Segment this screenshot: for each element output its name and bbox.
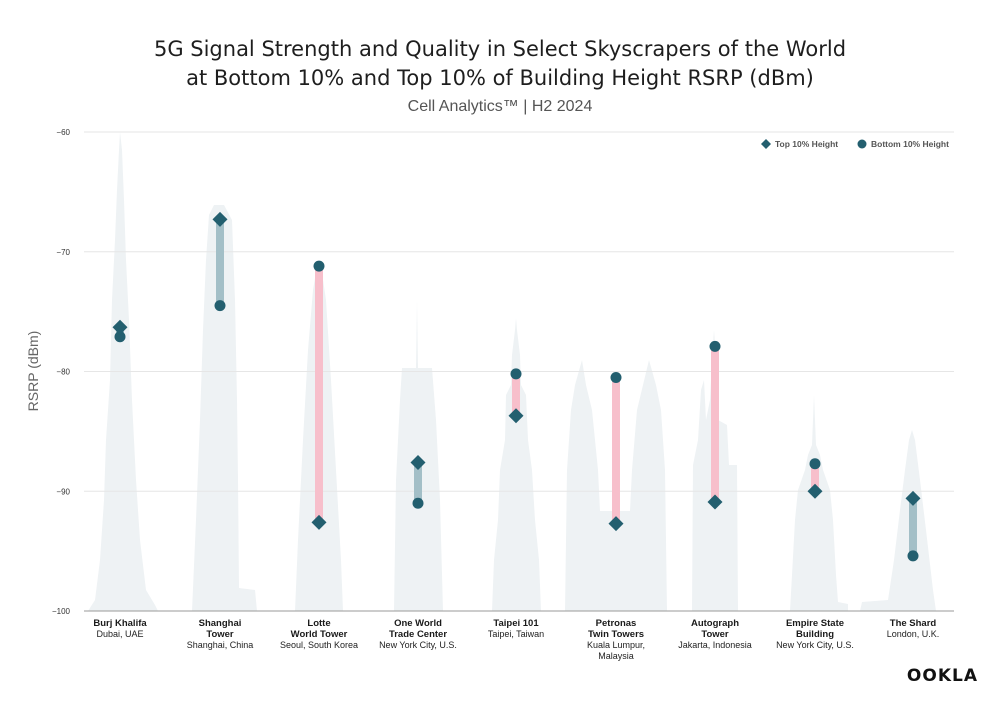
silhouette-empire-state-building	[790, 395, 848, 611]
y-tick-label: −70	[56, 248, 70, 257]
bottom-10-marker	[214, 300, 226, 312]
category-name: Trade Center	[389, 629, 447, 640]
category-name: Shanghai	[199, 618, 242, 629]
top-10-marker	[311, 514, 327, 530]
category-location: Taipei, Taiwan	[488, 629, 544, 639]
category-name: World Tower	[291, 629, 348, 640]
bottom-10-marker	[907, 550, 919, 562]
connector-bar	[909, 498, 917, 556]
silhouette-petronas-twin-towers	[565, 360, 667, 611]
y-axis-ticks: −60 −70 −80 −90 −100	[52, 128, 71, 616]
chart-subtitle: Cell Analytics™ | H2 2024	[407, 98, 593, 115]
category-location: Kuala Lumpur,	[587, 640, 645, 650]
silhouette-the-shard	[860, 430, 936, 611]
connector-bar	[811, 463, 819, 492]
y-tick-label: −90	[56, 487, 70, 496]
category-name: Empire State	[786, 618, 844, 629]
top-10-marker	[508, 408, 524, 424]
category-name: Tower	[701, 629, 729, 640]
category-name: Burj Khalifa	[93, 618, 147, 629]
bottom-10-marker	[114, 331, 126, 343]
bottom-10-marker	[313, 260, 325, 272]
legend-bottom-label: Bottom 10% Height	[871, 139, 949, 149]
y-tick-label: −80	[56, 368, 70, 377]
chart-title-line1: 5G Signal Strength and Quality in Select…	[153, 37, 847, 61]
y-tick-label: −100	[52, 607, 71, 616]
category-location: London, U.K.	[887, 629, 940, 639]
connector-bar	[315, 266, 323, 523]
category-name: The Shard	[890, 618, 937, 629]
bottom-10-marker	[809, 458, 821, 470]
category-location: Shanghai, China	[187, 640, 254, 650]
bottom-10-marker	[610, 371, 622, 383]
top-10-marker	[905, 490, 921, 506]
chart-title-line2: at Bottom 10% and Top 10% of Building He…	[186, 66, 814, 90]
silhouette-taipei-101	[492, 318, 541, 611]
bottom-10-marker	[412, 497, 424, 509]
ookla-logo: OOKLA	[906, 666, 978, 686]
category-name: Autograph	[691, 618, 739, 629]
connector-bar	[512, 373, 520, 416]
legend-top-label: Top 10% Height	[775, 139, 838, 149]
category-location: Malaysia	[598, 651, 634, 661]
category-location: New York City, U.S.	[776, 640, 854, 650]
legend-circle-icon	[857, 139, 867, 149]
category-location: Seoul, South Korea	[280, 640, 358, 650]
top-10-marker	[608, 516, 624, 532]
top-10-marker	[112, 319, 128, 335]
legend-diamond-icon	[761, 139, 771, 149]
category-name: Lotte	[307, 618, 330, 629]
silhouette-shanghai-tower	[192, 205, 257, 611]
category-name: One World	[394, 618, 442, 629]
category-name: Twin Towers	[588, 629, 644, 640]
category-location: New York City, U.S.	[379, 640, 457, 650]
connector-bar	[216, 219, 224, 306]
category-location: Jakarta, Indonesia	[678, 640, 752, 650]
category-name: Tower	[206, 629, 234, 640]
y-tick-label: −60	[56, 128, 70, 137]
legend: Top 10% Height Bottom 10% Height	[761, 139, 949, 149]
top-10-marker	[410, 455, 426, 471]
y-axis-label: RSRP (dBm)	[25, 331, 41, 412]
top-10-marker	[807, 483, 823, 499]
category-name: Petronas	[596, 618, 637, 629]
silhouette-one-world-trade-center	[394, 300, 443, 611]
building-silhouettes	[88, 132, 936, 611]
bottom-10-marker	[510, 368, 522, 380]
connector-bar	[414, 462, 422, 504]
category-location: Dubai, UAE	[96, 629, 143, 639]
category-name: Taipei 101	[493, 618, 539, 629]
markers	[112, 211, 921, 562]
category-name: Building	[796, 629, 834, 640]
top-10-marker	[707, 494, 723, 510]
connector-bar	[612, 377, 620, 524]
bottom-10-marker	[709, 340, 721, 352]
top-10-marker	[212, 211, 228, 227]
connector-bar	[711, 346, 719, 503]
